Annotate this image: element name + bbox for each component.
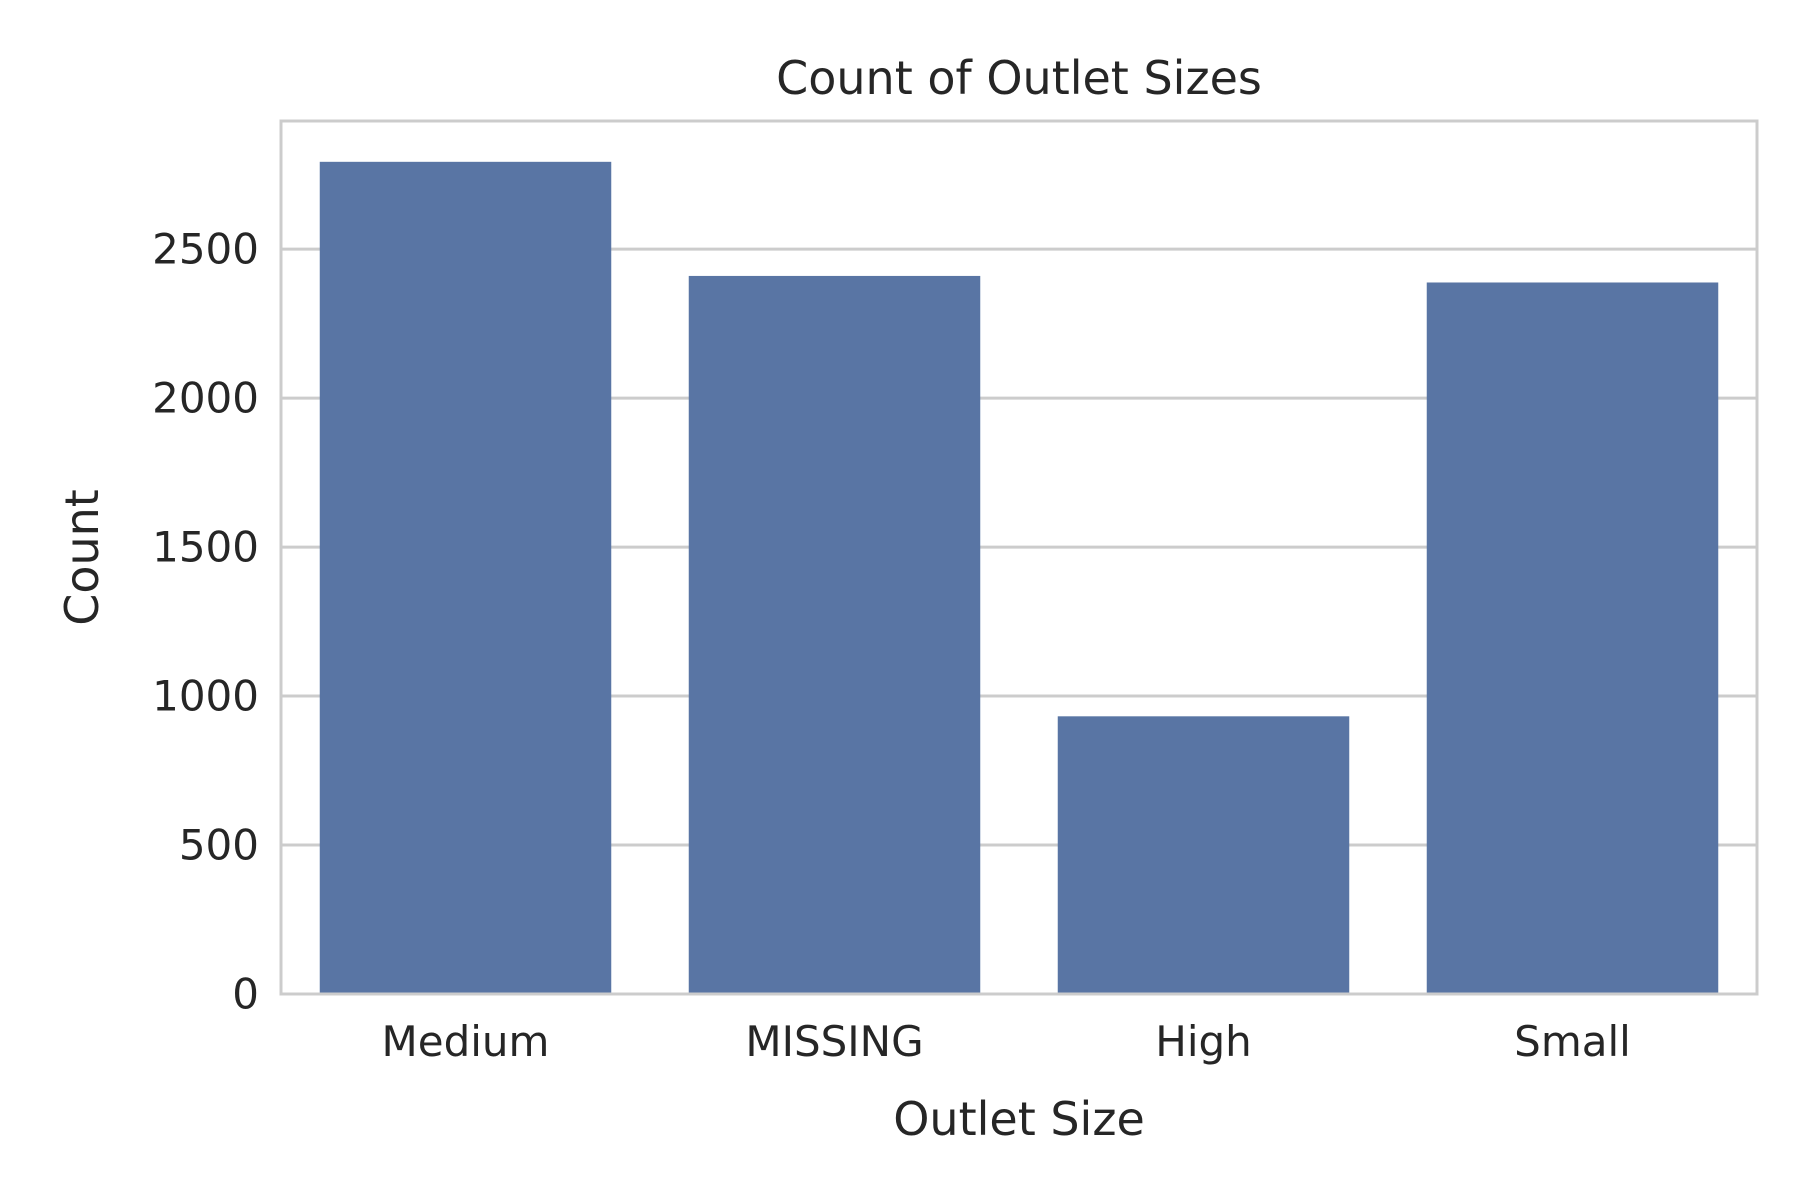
- x-tick-label: Small: [1514, 1017, 1631, 1066]
- x-tick-label: High: [1155, 1017, 1252, 1066]
- x-tick-label: MISSING: [745, 1017, 923, 1066]
- y-tick-label: 2000: [152, 374, 259, 423]
- y-tick-label: 500: [179, 821, 259, 870]
- y-tick-label: 0: [232, 970, 259, 1019]
- y-tick-label: 2500: [152, 225, 259, 274]
- bar-small: [1426, 282, 1719, 994]
- y-tick-labels: 0 500 1000 1500 2000 2500: [152, 225, 259, 1019]
- plot-frame: [279, 119, 1759, 996]
- bar-missing: [688, 275, 981, 994]
- x-tick-labels: Medium MISSING High Small: [382, 1017, 1631, 1066]
- y-axis-label: Count: [55, 489, 109, 626]
- bars: [319, 161, 1719, 994]
- x-tick-label: Medium: [382, 1017, 550, 1066]
- x-axis-label: Outlet Size: [893, 1092, 1145, 1146]
- bar-high: [1057, 716, 1350, 994]
- chart-title: Count of Outlet Sizes: [776, 51, 1262, 105]
- y-tick-label: 1000: [152, 672, 259, 721]
- y-tick-label: 1500: [152, 523, 259, 572]
- bar-medium: [319, 161, 612, 994]
